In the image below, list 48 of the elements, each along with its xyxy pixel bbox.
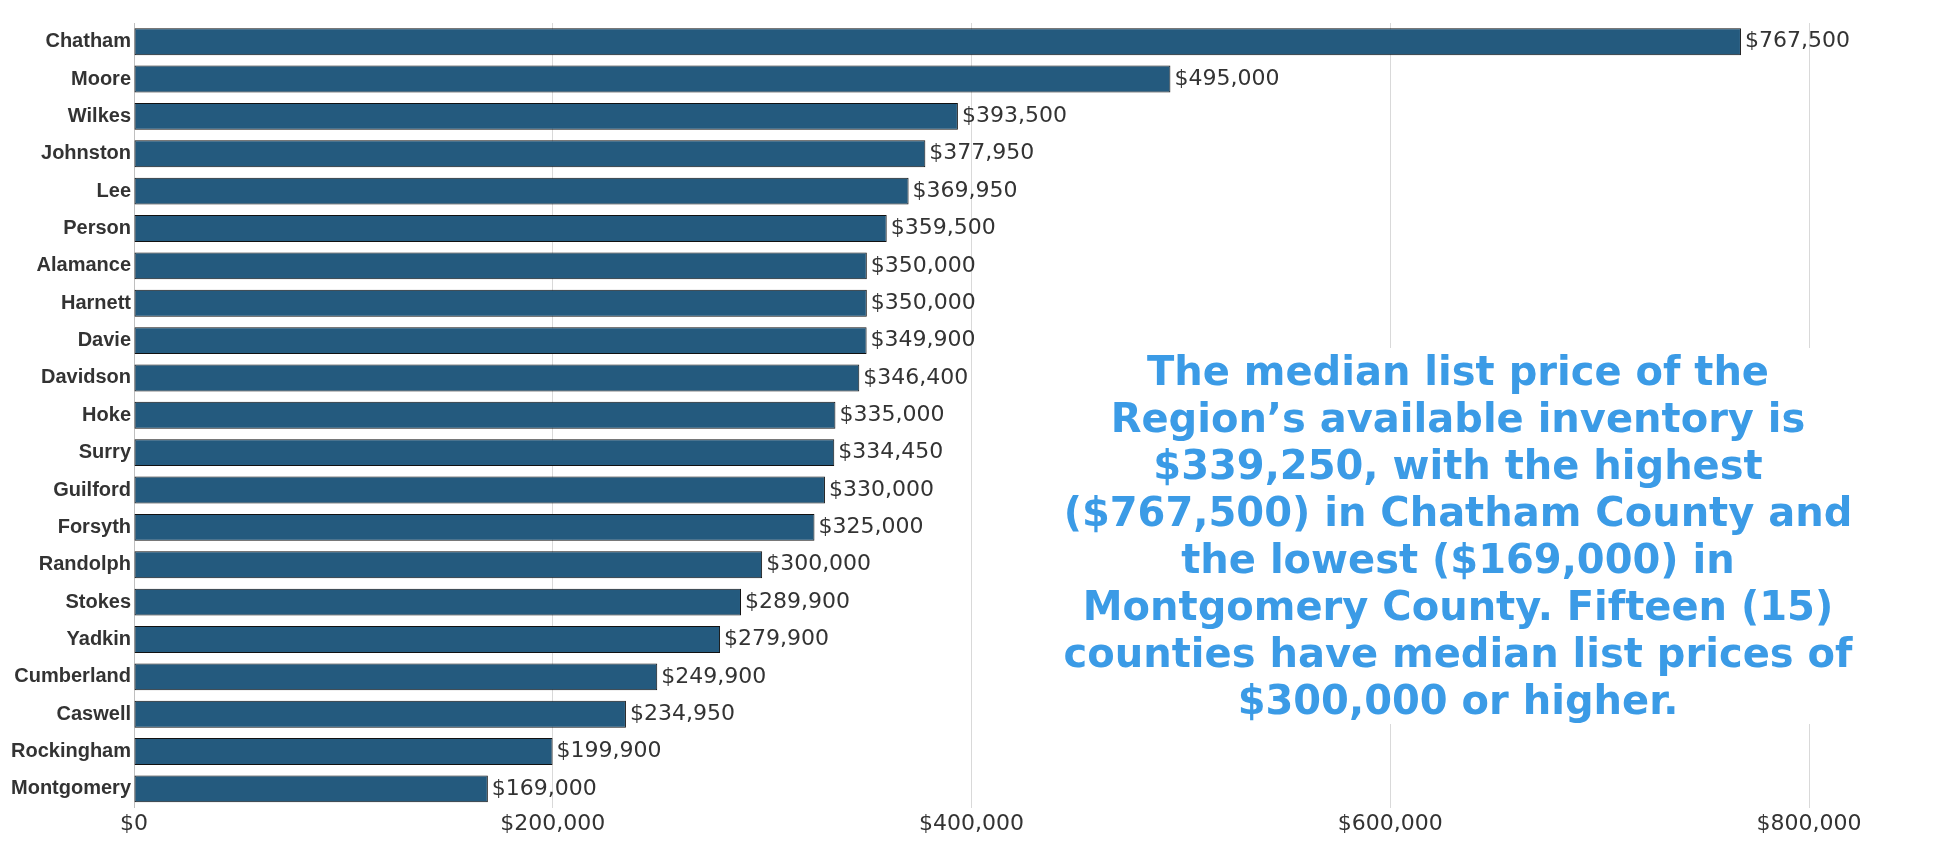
y-tick-label: Guilford — [53, 477, 132, 500]
y-tick-label: Hoke — [82, 402, 132, 425]
x-tick-label: $0 — [120, 809, 149, 835]
data-label: $279,900 — [724, 625, 830, 651]
data-label: $300,000 — [766, 550, 872, 576]
x-tick-label: $200,000 — [500, 809, 606, 835]
y-tick-label: Montgomery — [11, 776, 132, 799]
data-label: $377,950 — [929, 139, 1035, 165]
annotation: The median list price of the Region’s available inventory is $339,250, with the highest ($767,500) in Chatham County and the lowest ($169,000) in Montgomery County. Fifteen (15) counties have median list prices of $300,000 or higher. — [1053, 348, 1863, 724]
data-label: $334,450 — [838, 438, 944, 464]
y-tick-label: Cumberland — [14, 664, 132, 687]
data-label: $169,000 — [491, 774, 597, 800]
data-label: $350,000 — [870, 251, 976, 277]
data-label: $330,000 — [828, 475, 934, 501]
data-label: $349,900 — [870, 326, 976, 352]
y-tick-label: Moore — [71, 66, 132, 89]
y-tick-label: Alamance — [36, 253, 132, 276]
data-label: $495,000 — [1174, 64, 1280, 90]
y-tick-label: Surry — [78, 440, 132, 463]
y-tick-label: Yadkin — [66, 626, 132, 649]
data-label: $767,500 — [1744, 27, 1850, 53]
data-label: $289,900 — [744, 587, 850, 613]
y-tick-label: Stokes — [65, 589, 132, 612]
y-tick-label: Caswell — [56, 701, 132, 724]
data-label: $199,900 — [556, 737, 662, 763]
x-tick-label: $800,000 — [1756, 809, 1862, 835]
y-tick-label: Rockingham — [10, 739, 132, 762]
y-tick-label: Johnston — [41, 141, 132, 164]
x-tick-label: $600,000 — [1337, 809, 1443, 835]
y-tick-label: Lee — [96, 178, 132, 201]
data-label: $249,900 — [661, 662, 767, 688]
data-label: $359,500 — [890, 214, 996, 240]
y-tick-label: Wilkes — [67, 103, 132, 126]
data-label: $346,400 — [863, 363, 969, 389]
data-label: $335,000 — [839, 401, 945, 427]
data-label: $369,950 — [912, 176, 1018, 202]
y-tick-label: Davie — [77, 328, 132, 351]
data-label: $234,950 — [629, 699, 735, 725]
x-tick-label: $400,000 — [919, 809, 1024, 835]
y-tick-label: Randolph — [38, 552, 132, 575]
y-tick-label: Davidson — [40, 365, 132, 388]
data-label: $325,000 — [818, 513, 924, 539]
y-tick-label: Chatham — [45, 29, 132, 52]
y-tick-label: Person — [63, 216, 132, 239]
y-tick-label: Harnett — [61, 290, 132, 313]
y-tick-label: Forsyth — [57, 514, 132, 537]
data-label: $393,500 — [961, 102, 1067, 128]
data-label: $350,000 — [870, 288, 976, 314]
